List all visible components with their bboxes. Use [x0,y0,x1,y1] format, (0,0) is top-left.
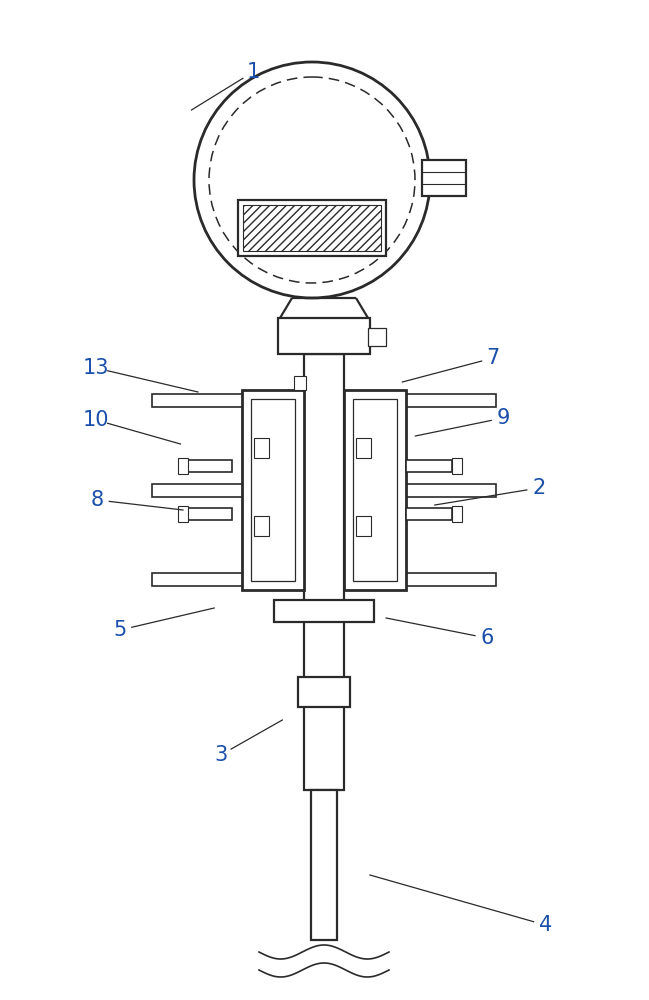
Circle shape [194,62,430,298]
Bar [356,516,371,536]
Bar [242,390,304,590]
Bar [278,318,370,354]
Bar [368,328,386,346]
Bar [274,600,374,622]
Bar [152,394,244,407]
Bar [404,484,496,497]
Bar [356,438,371,458]
Text: 6: 6 [480,628,493,648]
Text: 7: 7 [487,348,500,368]
Polygon shape [280,298,368,318]
Bar [178,458,188,474]
Bar [243,205,381,251]
Bar [254,516,269,536]
Bar [238,200,386,256]
Bar [178,506,188,522]
Text: 4: 4 [539,915,552,935]
Bar [186,460,232,472]
Bar [404,394,496,407]
Bar [404,573,496,586]
Text: 2: 2 [532,478,545,498]
Bar [186,508,232,520]
Bar [152,573,244,586]
Bar [298,677,350,707]
Bar [294,376,306,390]
Bar [344,390,406,590]
Text: 5: 5 [114,620,127,640]
Text: 9: 9 [496,408,509,428]
Bar [311,790,337,940]
Text: 3: 3 [214,745,227,765]
Bar [254,438,269,458]
Bar [452,458,462,474]
Bar [452,506,462,522]
Bar [422,160,466,196]
Text: 13: 13 [83,358,109,378]
Text: 1: 1 [247,62,260,82]
Bar [353,399,397,581]
Bar [251,399,295,581]
Bar [406,460,452,472]
Bar [152,484,244,497]
Text: 10: 10 [83,410,109,430]
Text: 8: 8 [91,490,104,510]
Bar [304,354,344,790]
Bar [406,508,452,520]
